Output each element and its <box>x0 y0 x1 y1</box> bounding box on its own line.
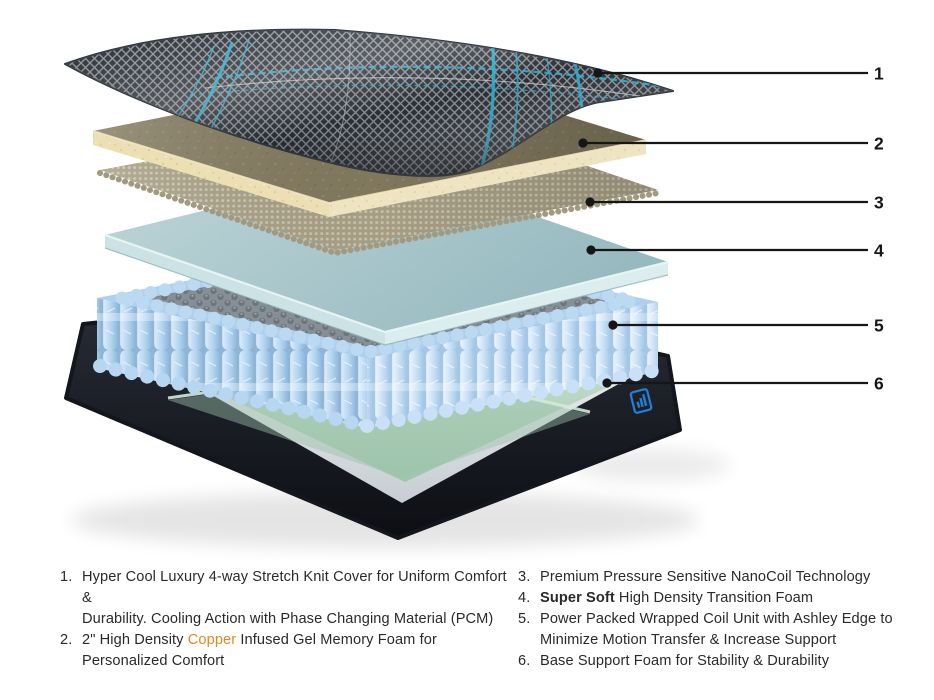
legend-run: High Density Transition Foam <box>614 590 814 606</box>
legend-item-number: 4. <box>518 590 531 606</box>
callout-number-4: 4 <box>874 240 884 260</box>
legend-item-number: 1. <box>60 569 73 585</box>
legend-run: Infused Gel Memory Foam for <box>236 632 437 648</box>
legend-item-text: Power Packed Wrapped Coil Unit with Ashl… <box>540 609 918 651</box>
mattress-diagram: 1 2 3 4 5 6 <box>64 28 884 548</box>
legend-item-3: 3. Premium Pressure Sensitive NanoCoil Te… <box>518 567 918 588</box>
knit-cover-layer <box>64 28 674 177</box>
legend-item-number: 2. <box>60 632 73 648</box>
memory-foam-edge-right <box>329 140 646 217</box>
memory-foam-edge-left <box>93 131 329 217</box>
coil-front-right <box>367 302 658 428</box>
callout-dot-6 <box>602 378 612 388</box>
legend-run: Hyper Cool Luxury 4-way Stretch Knit Cov… <box>82 569 507 606</box>
legend-item-6: 6. Base Support Foam for Stability & Dura… <box>518 651 918 672</box>
callout-dot-2 <box>578 138 588 148</box>
legend-run: Personalized Comfort <box>82 653 225 669</box>
callout-number-1: 1 <box>874 63 884 83</box>
legend-run: Power Packed Wrapped Coil Unit with Ashl… <box>540 611 893 627</box>
legend-column-right: 3. Premium Pressure Sensitive NanoCoil Te… <box>518 567 918 672</box>
legend-run: Durability. Cooling Action with Phase Ch… <box>82 611 494 627</box>
callout-number-6: 6 <box>874 373 884 393</box>
callout-number-3: 3 <box>874 192 884 212</box>
legend-item-text: Premium Pressure Sensitive NanoCoil Tech… <box>540 567 918 588</box>
transition-edge-left <box>105 235 385 345</box>
callout-number-2: 2 <box>874 133 884 153</box>
legend-item-2: 2. 2" High Density Copper Infused Gel Mem… <box>60 630 510 672</box>
legend-run-copper: Copper <box>187 632 237 648</box>
legend-run: Premium Pressure Sensitive NanoCoil Tech… <box>540 569 871 585</box>
legend-item-text: 2" High Density Copper Infused Gel Memor… <box>82 630 510 672</box>
legend-run: Minimize Motion Transfer & Increase Supp… <box>540 632 837 648</box>
legend-item-5: 5. Power Packed Wrapped Coil Unit with As… <box>518 609 918 651</box>
legend-item-text: Hyper Cool Luxury 4-way Stretch Knit Cov… <box>82 567 510 630</box>
coil-front-left <box>97 298 367 428</box>
legend-item-number: 3. <box>518 569 531 585</box>
callout-dot-3 <box>585 197 595 207</box>
legend-run-bold: Super Soft <box>540 590 615 606</box>
callout-lines: 1 2 3 4 5 6 <box>578 63 884 393</box>
legend-item-number: 5. <box>518 611 531 627</box>
legend-column-left: 1. Hyper Cool Luxury 4-way Stretch Knit C… <box>60 567 510 672</box>
legend-item-number: 6. <box>518 653 531 669</box>
callout-dot-4 <box>586 245 596 255</box>
legend-item-1: 1. Hyper Cool Luxury 4-way Stretch Knit C… <box>60 567 510 630</box>
legend-run: 2" High Density <box>82 632 188 648</box>
legend-item-text: Super Soft High Density Transition Foam <box>540 588 918 609</box>
legend-item-4: 4. Super Soft High Density Transition Foa… <box>518 588 918 609</box>
transition-edge-right <box>385 262 668 345</box>
ashley-logo-icon <box>629 388 653 414</box>
callout-dot-1 <box>593 68 603 78</box>
legend: 1. Hyper Cool Luxury 4-way Stretch Knit C… <box>0 567 934 672</box>
legend-item-text: Base Support Foam for Stability & Durabi… <box>540 651 918 672</box>
callout-number-5: 5 <box>874 315 884 335</box>
legend-run: Base Support Foam for Stability & Durabi… <box>540 653 830 669</box>
callout-dot-5 <box>608 320 618 330</box>
